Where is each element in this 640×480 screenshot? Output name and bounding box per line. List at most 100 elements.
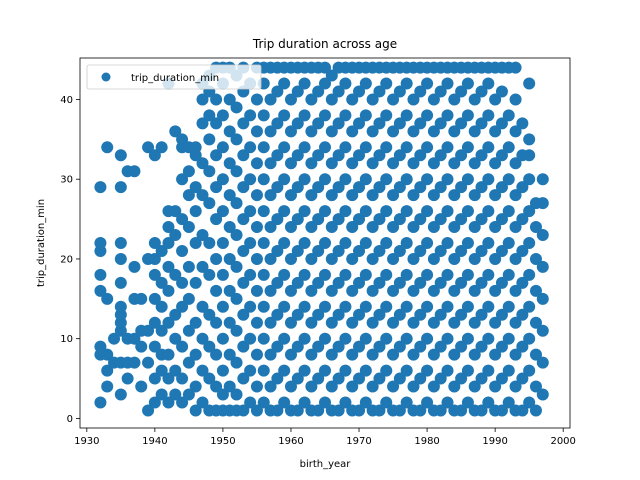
data-point bbox=[203, 237, 216, 249]
data-point bbox=[461, 364, 474, 377]
data-point bbox=[393, 308, 406, 321]
data-point bbox=[216, 364, 229, 377]
data-point bbox=[312, 213, 325, 226]
data-point bbox=[387, 221, 400, 234]
data-point bbox=[359, 77, 372, 90]
data-point bbox=[455, 149, 468, 162]
data-point bbox=[332, 213, 345, 226]
data-point bbox=[230, 165, 243, 178]
data-point bbox=[325, 93, 338, 106]
data-point bbox=[319, 300, 331, 313]
data-point bbox=[148, 149, 161, 162]
data-point bbox=[135, 292, 148, 305]
data-point bbox=[257, 141, 270, 154]
data-point bbox=[366, 348, 379, 361]
y-axis-label: trip_duration_min bbox=[36, 199, 47, 287]
data-point bbox=[264, 93, 277, 106]
data-point bbox=[353, 340, 366, 353]
plot-frame bbox=[79, 57, 571, 429]
data-point bbox=[284, 348, 297, 361]
data-point bbox=[366, 380, 379, 393]
x-tick-label: 1980 bbox=[414, 436, 439, 447]
data-point bbox=[407, 348, 420, 361]
data-point bbox=[421, 77, 434, 90]
data-point bbox=[536, 229, 549, 242]
data-point bbox=[366, 157, 379, 170]
data-point bbox=[101, 348, 114, 361]
x-tick-label: 1930 bbox=[74, 436, 99, 447]
data-point bbox=[284, 189, 297, 202]
data-point bbox=[441, 300, 454, 313]
data-point bbox=[475, 404, 488, 417]
data-point bbox=[244, 364, 257, 377]
data-point bbox=[298, 77, 311, 90]
data-point bbox=[182, 189, 195, 202]
data-point bbox=[332, 372, 345, 385]
data-point bbox=[427, 348, 440, 361]
data-point bbox=[489, 125, 502, 138]
data-point bbox=[312, 244, 325, 257]
data-point bbox=[502, 205, 515, 218]
data-point bbox=[223, 157, 236, 170]
data-point bbox=[244, 205, 257, 218]
data-point bbox=[427, 189, 440, 202]
data-point bbox=[284, 316, 297, 329]
data-point bbox=[271, 85, 284, 98]
data-point bbox=[339, 300, 352, 313]
data-point bbox=[291, 244, 304, 257]
data-point bbox=[475, 117, 488, 130]
data-point bbox=[196, 300, 209, 313]
data-point bbox=[278, 173, 291, 186]
data-point bbox=[475, 85, 488, 98]
data-point bbox=[114, 276, 127, 289]
data-point bbox=[284, 221, 297, 234]
data-point bbox=[482, 364, 495, 377]
data-point bbox=[339, 332, 352, 345]
data-point bbox=[502, 141, 515, 154]
data-point bbox=[489, 284, 502, 297]
data-point bbox=[305, 380, 318, 393]
data-point bbox=[475, 276, 488, 289]
data-point bbox=[400, 109, 413, 122]
data-point bbox=[257, 364, 270, 377]
data-point bbox=[278, 396, 291, 409]
data-point bbox=[114, 237, 127, 249]
data-point bbox=[182, 221, 195, 234]
data-point bbox=[250, 404, 263, 417]
data-point bbox=[353, 85, 366, 98]
data-point bbox=[196, 260, 209, 273]
data-point bbox=[461, 300, 474, 313]
data-point bbox=[271, 181, 284, 194]
data-point bbox=[176, 244, 189, 257]
data-point bbox=[278, 141, 291, 154]
data-point bbox=[482, 332, 495, 345]
data-point bbox=[169, 205, 182, 218]
data-point bbox=[393, 149, 406, 162]
data-point bbox=[332, 181, 345, 194]
data-point bbox=[196, 332, 209, 345]
data-point bbox=[196, 396, 209, 409]
data-point bbox=[393, 276, 406, 289]
data-point bbox=[244, 332, 257, 345]
data-point bbox=[353, 276, 366, 289]
data-point bbox=[189, 404, 202, 417]
data-point bbox=[509, 61, 522, 74]
data-point bbox=[319, 141, 331, 154]
data-point bbox=[319, 109, 331, 122]
data-point bbox=[468, 284, 481, 297]
data-point bbox=[373, 117, 386, 130]
data-point bbox=[162, 372, 175, 385]
data-point bbox=[305, 93, 318, 106]
x-tick-label: 1950 bbox=[210, 436, 235, 447]
data-point bbox=[482, 141, 495, 154]
data-point bbox=[523, 237, 536, 249]
data-point bbox=[244, 300, 257, 313]
data-point bbox=[516, 181, 529, 194]
data-point bbox=[502, 300, 515, 313]
data-point bbox=[312, 404, 325, 417]
data-point bbox=[121, 372, 134, 385]
data-point bbox=[298, 141, 311, 154]
data-point bbox=[189, 316, 202, 329]
data-point bbox=[529, 284, 542, 297]
data-point bbox=[148, 340, 161, 353]
